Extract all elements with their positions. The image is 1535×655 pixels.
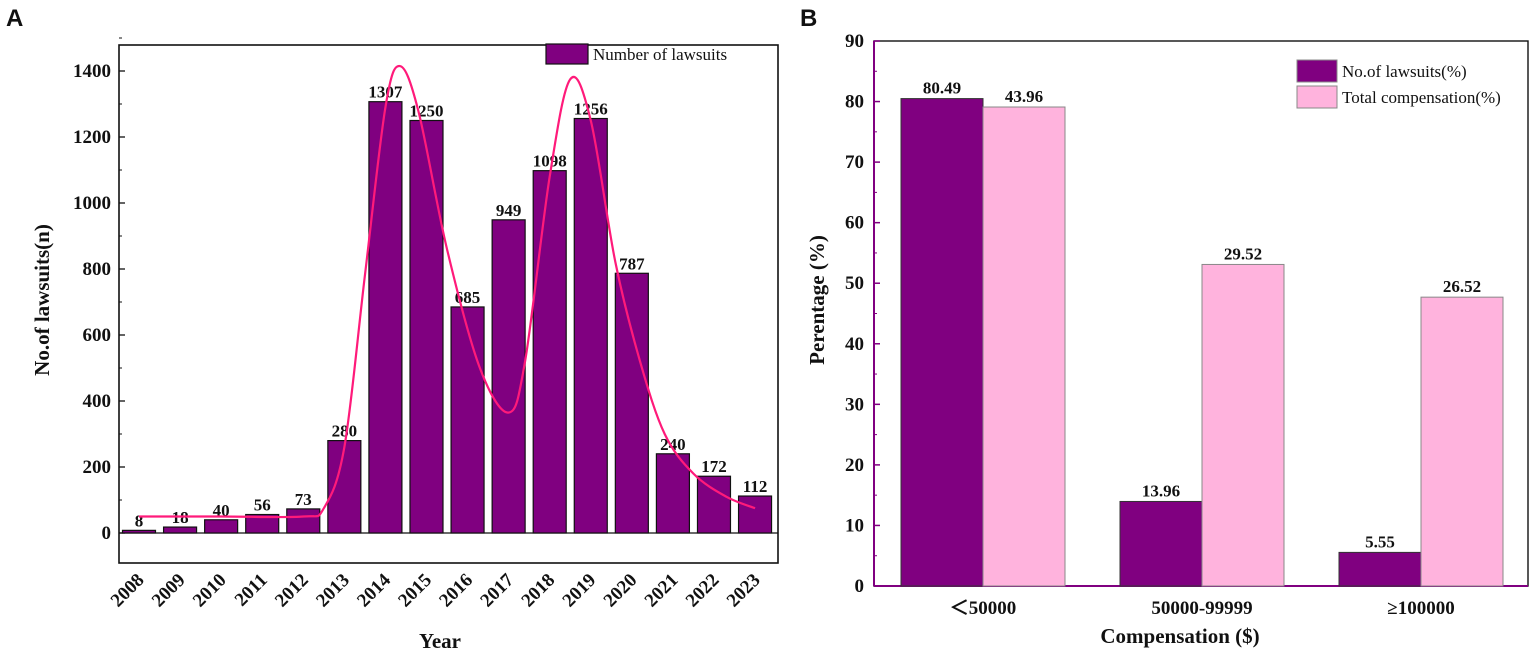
data-label: 240: [660, 435, 686, 454]
bar-lawsuits: [1338, 551, 1422, 587]
chart-a: 0200400600800100012001400820081820094020…: [30, 37, 779, 653]
bar-compensation: [1201, 263, 1285, 587]
data-label: 172: [701, 457, 727, 476]
data-label: 1307: [368, 83, 403, 102]
x-tick-label: 2012: [271, 570, 313, 612]
legend-swatch: [1296, 59, 1338, 83]
data-label: 13.96: [1142, 481, 1180, 500]
bar-lawsuits: [900, 98, 984, 587]
panel-label-a: A: [6, 5, 23, 32]
bar-2016: [450, 306, 485, 534]
data-label: 1250: [409, 102, 443, 121]
x-tick-label: 2016: [435, 570, 477, 612]
data-label: 40: [213, 501, 230, 520]
bar-2022: [696, 475, 732, 534]
data-label: 1098: [533, 152, 567, 171]
x-axis-title: Year: [419, 629, 461, 653]
x-tick-label: 2009: [148, 570, 190, 612]
chart-b: 0 10 20 30 40 50 60 70 80 90 80.49 43.96 ＜50000 13.96…: [805, 31, 1529, 648]
x-tick-label: 2019: [559, 570, 601, 612]
data-label: 56: [254, 496, 271, 515]
x-tick-label: 2011: [231, 570, 272, 611]
x-tick-label: ≥100000: [1387, 598, 1454, 619]
bar-2020: [614, 272, 649, 534]
data-label: 29.52: [1224, 244, 1262, 263]
bar-2021: [655, 453, 691, 534]
x-tick-label: 2014: [353, 569, 395, 611]
x-tick-label: 2018: [518, 570, 560, 612]
data-label: 80.49: [923, 79, 961, 98]
x-axis-title: Compensation ($): [1100, 624, 1259, 648]
y-tick-label: 800: [83, 259, 112, 280]
data-label: 949: [496, 201, 522, 220]
x-tick-label: 2023: [723, 570, 765, 612]
legend-swatch: [545, 43, 589, 65]
bar-2014: [368, 101, 403, 534]
y-tick-label: 1200: [73, 127, 111, 148]
data-label: 5.55: [1365, 532, 1395, 551]
x-tick-label: 2015: [394, 570, 436, 612]
y-tick-label: 70: [845, 152, 864, 173]
y-tick-label: 50: [845, 273, 864, 294]
legend-label: Total compensation(%): [1342, 88, 1501, 107]
data-label: 787: [619, 254, 645, 273]
x-tick-label: 2010: [189, 570, 231, 612]
bar-2023: [737, 495, 773, 534]
bar-compensation: [1420, 296, 1504, 587]
bar-compensation: [982, 106, 1066, 587]
bar-2018: [532, 170, 567, 534]
bar-2012: [286, 508, 321, 534]
y-tick-label: 200: [83, 457, 112, 478]
fit-curve: [138, 64, 756, 519]
data-label: 112: [743, 477, 768, 496]
data-label: 43.96: [1005, 87, 1043, 106]
y-tick-label: 80: [845, 92, 864, 113]
x-tick-label: 2021: [641, 570, 683, 612]
plot-frame: [118, 44, 779, 564]
x-tick-label: 2008: [107, 570, 149, 612]
y-tick-label: 1000: [73, 193, 111, 214]
bar-2010: [204, 519, 239, 534]
x-tick-label: 2020: [600, 570, 642, 612]
bar-lawsuits: [1119, 500, 1203, 587]
y-axis-title: No.of lawsuits(n): [30, 224, 54, 376]
panel-label-b: B: [800, 5, 817, 32]
y-tick-label: 1400: [73, 61, 111, 82]
x-tick-label: 2017: [476, 569, 518, 611]
x-tick-label: 2013: [312, 570, 354, 612]
y-tick-label: 90: [845, 31, 864, 52]
y-tick-label: 600: [83, 325, 112, 346]
y-axis-title: Perentage (%): [805, 235, 829, 365]
bar-2011: [245, 513, 280, 534]
x-tick-label: 50000-99999: [1151, 598, 1252, 619]
bar-2017: [491, 219, 526, 534]
data-label: 26.52: [1443, 277, 1481, 296]
data-label: 280: [332, 422, 358, 441]
y-tick-label: 400: [83, 391, 112, 412]
y-tick-label: 60: [845, 213, 864, 234]
bar-2008: [121, 529, 157, 534]
legend-label: No.of lawsuits(%): [1342, 62, 1467, 81]
data-label: 8: [135, 511, 144, 530]
bar-2013: [327, 440, 362, 534]
legend-label: Number of lawsuits: [593, 45, 727, 64]
x-tick-label: 2022: [682, 570, 724, 612]
y-tick-label: 10: [845, 515, 864, 536]
y-tick-label: 0: [102, 523, 112, 544]
y-tick-label: 20: [845, 455, 864, 476]
y-tick-label: 40: [845, 334, 864, 355]
bar-2009: [162, 526, 198, 534]
y-tick-label: 0: [855, 576, 865, 597]
data-label: 73: [295, 490, 312, 509]
bar-2015: [409, 119, 444, 534]
data-label: 1256: [574, 100, 608, 119]
legend-swatch: [1296, 85, 1338, 109]
y-tick-label: 30: [845, 394, 864, 415]
x-tick-label: ＜50000: [950, 598, 1017, 619]
